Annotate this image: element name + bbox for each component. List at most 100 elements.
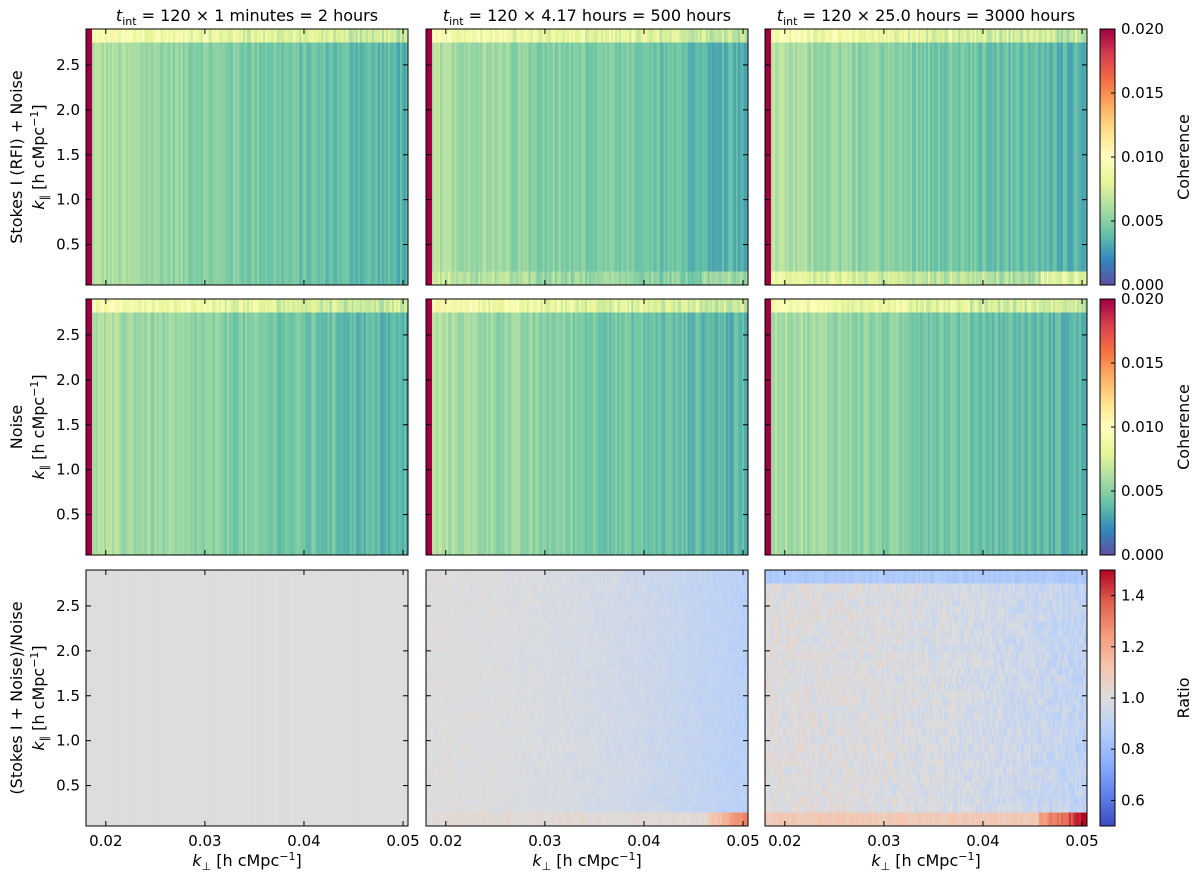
heatmap-top-band-cell: [281, 29, 284, 43]
heatmap-cell: [514, 675, 518, 684]
heatmap-cell: [426, 781, 429, 791]
heatmap-cell: [574, 659, 578, 669]
heatmap-cell: [456, 728, 459, 737]
heatmap-cell: [438, 591, 441, 600]
heatmap-top-band-cell: [651, 29, 655, 43]
heatmap-top-band-cell: [587, 29, 590, 43]
heatmap-cell: [570, 774, 574, 783]
heatmap-cell: [426, 583, 429, 592]
heatmap-stripe: [474, 42, 477, 285]
heatmap-cell: [512, 743, 516, 753]
heatmap-stripe: [857, 42, 861, 285]
heatmap-stripe: [395, 312, 399, 555]
heatmap-cell: [502, 667, 506, 676]
heatmap-stripe: [353, 312, 357, 555]
heatmap-stripe: [236, 312, 240, 555]
heatmap-cell: [510, 728, 514, 737]
heatmap-cell: [546, 682, 550, 691]
heatmap-cell: [524, 682, 528, 691]
heatmap-cell: [544, 743, 548, 753]
heatmap-cell: [560, 751, 564, 760]
heatmap-stripe: [992, 42, 996, 285]
heatmap-top-band-cell: [242, 299, 246, 313]
heatmap-stripe: [313, 312, 317, 555]
heatmap-cell: [462, 698, 465, 707]
heatmap-low-band-cell: [805, 271, 808, 285]
heatmap-cell: [438, 789, 441, 798]
heatmap-cell: [576, 652, 580, 661]
heatmap-cell: [560, 743, 564, 753]
heatmap-top-band-cell: [148, 299, 151, 313]
heatmap-cell: [560, 629, 564, 638]
heatmap-top-band-cell: [240, 299, 244, 313]
heatmap-stripe: [349, 570, 353, 826]
heatmap-top-band-cell: [438, 570, 441, 584]
heatmap-cell: [546, 774, 550, 783]
heatmap-top-band-cell: [122, 29, 125, 43]
heatmap-low-band-cell: [1056, 271, 1060, 285]
heatmap-top-band-cell: [611, 29, 614, 43]
heatmap-cell: [558, 644, 562, 653]
heatmap-cell: [514, 606, 518, 615]
heatmap-cell: [442, 781, 445, 791]
heatmap-cell: [560, 682, 564, 691]
heatmap-cell: [554, 591, 558, 600]
heatmap-top-band-cell: [251, 299, 254, 313]
heatmap-cell: [544, 583, 548, 592]
heatmap-top-band-cell: [667, 29, 671, 43]
heatmap-stripe: [671, 312, 675, 555]
heatmap-low-band-cell: [426, 812, 429, 826]
heatmap-cell: [556, 766, 560, 775]
heatmap-stripe: [387, 312, 391, 555]
heatmap-top-band-cell: [514, 570, 518, 584]
heatmap-top-band-cell: [988, 29, 991, 43]
heatmap-cell: [516, 583, 520, 592]
heatmap-top-band-cell: [321, 29, 325, 43]
heatmap-stripe: [930, 42, 933, 285]
heatmap-stripe: [363, 570, 367, 826]
heatmap-stripe: [741, 42, 745, 285]
heatmap-stripe: [926, 42, 929, 285]
heatmap-top-band-cell: [1012, 29, 1016, 43]
heatmap-stripe: [337, 42, 341, 285]
heatmap-cell: [530, 598, 534, 607]
heatmap-stripe: [609, 312, 612, 555]
heatmap-top-band-cell: [236, 29, 240, 43]
heatmap-cell: [470, 598, 473, 607]
heatmap-top-band-cell: [373, 29, 377, 43]
heatmap-stripe: [578, 42, 582, 285]
heatmap-cell: [528, 797, 532, 806]
heatmap-cell: [570, 751, 574, 760]
heatmap-cell: [450, 774, 453, 783]
heatmap-top-band-cell: [779, 29, 782, 43]
heatmap-cell: [502, 736, 506, 745]
heatmap-stripe: [401, 312, 405, 555]
heatmap-cell: [492, 629, 496, 638]
heatmap-cell: [558, 621, 562, 630]
heatmap-cell: [546, 705, 550, 714]
heatmap-cell: [542, 583, 546, 592]
heatmap-panel-r1-c1: 0.51.01.52.02.5: [56, 28, 409, 286]
heatmap-stripe: [673, 312, 677, 555]
heatmap-stripe: [484, 312, 487, 555]
heatmap-cell: [464, 614, 467, 623]
heatmap-stripe: [164, 570, 168, 826]
heatmap-cell: [474, 797, 477, 806]
heatmap-cell: [428, 606, 431, 615]
heatmap-top-band-cell: [665, 29, 669, 43]
heatmap-cell: [472, 713, 475, 722]
heatmap-cell: [448, 591, 451, 600]
heatmap-cell: [522, 591, 526, 600]
heatmap-cell: [510, 736, 514, 745]
heatmap-stripe: [819, 312, 822, 555]
heatmap-cell: [448, 636, 451, 646]
heatmap-cell: [452, 667, 455, 676]
heatmap-cell: [448, 583, 451, 592]
heatmap-cell: [512, 774, 516, 783]
heatmap-stripe: [741, 312, 745, 555]
heatmap-cell: [566, 659, 570, 669]
heatmap-cell: [572, 766, 576, 775]
heatmap-cell: [556, 667, 560, 676]
heatmap-cell: [462, 720, 465, 730]
heatmap-cell: [460, 781, 463, 791]
